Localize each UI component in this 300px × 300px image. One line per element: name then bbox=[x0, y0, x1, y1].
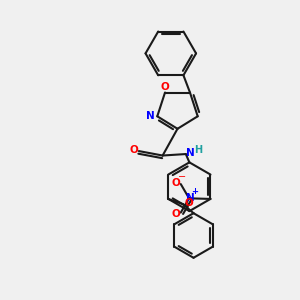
Text: O: O bbox=[171, 178, 180, 188]
Text: O: O bbox=[171, 209, 180, 219]
Text: −: − bbox=[178, 172, 186, 182]
Text: H: H bbox=[194, 146, 202, 155]
Text: N: N bbox=[186, 148, 194, 158]
Text: O: O bbox=[160, 82, 169, 92]
Text: N: N bbox=[146, 111, 155, 121]
Text: O: O bbox=[184, 198, 193, 208]
Text: +: + bbox=[191, 187, 198, 196]
Text: O: O bbox=[129, 146, 138, 155]
Text: N: N bbox=[186, 193, 194, 203]
